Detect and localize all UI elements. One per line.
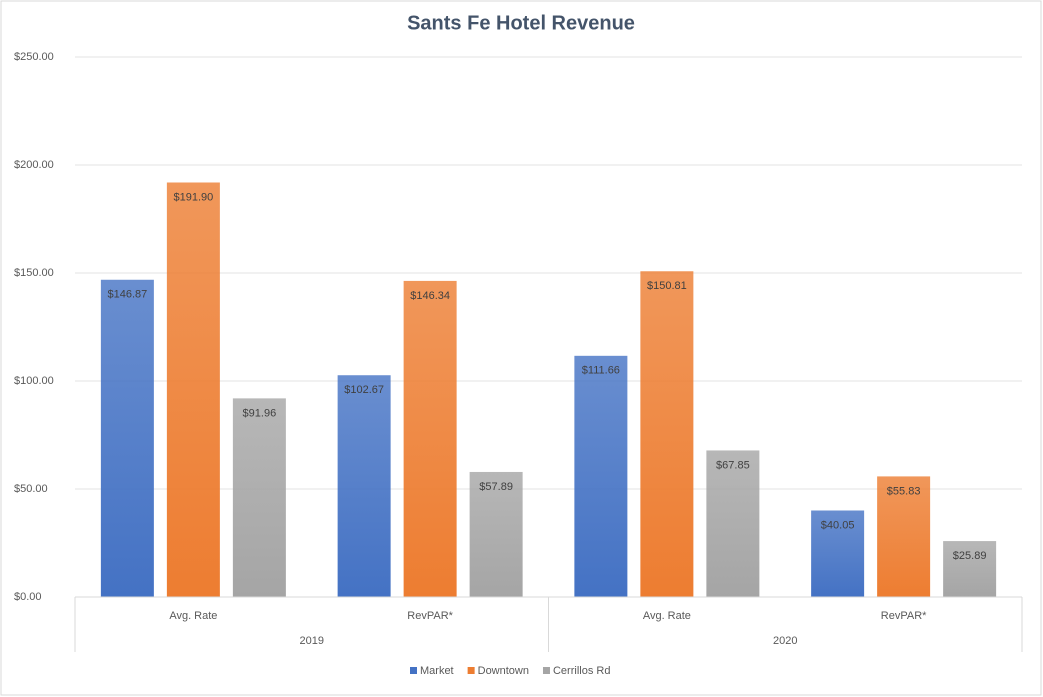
x-tick-label: Avg. Rate: [643, 610, 691, 622]
value-label: $146.87: [107, 289, 147, 301]
legend-label: Market: [420, 665, 454, 677]
x-tick-label: Avg. Rate: [169, 610, 217, 622]
x-group-label: 2020: [773, 635, 797, 647]
bar: [574, 355, 628, 597]
bar: [469, 471, 523, 597]
bar: [166, 182, 220, 597]
y-tick-label: $0.00: [14, 591, 42, 603]
x-group-label: 2019: [300, 635, 324, 647]
y-tick-label: $150.00: [14, 267, 54, 279]
y-tick-label: $100.00: [14, 375, 54, 387]
bar: [100, 279, 154, 597]
value-label: $91.96: [243, 407, 277, 419]
legend-swatch: [410, 667, 417, 674]
y-tick-label: $50.00: [14, 483, 48, 495]
value-label: $55.83: [887, 485, 921, 497]
bar: [232, 398, 286, 597]
bar: [877, 476, 931, 597]
bar: [811, 510, 865, 597]
value-label: $111.66: [582, 365, 620, 377]
legend-label: Downtown: [478, 665, 529, 677]
chart-title: Sants Fe Hotel Revenue: [407, 12, 635, 34]
legend-swatch: [542, 667, 550, 674]
value-label: $40.05: [821, 519, 855, 531]
y-tick-label: $200.00: [14, 159, 54, 171]
bar: [943, 541, 997, 597]
x-tick-label: RevPAR*: [407, 610, 453, 622]
y-tick-label: $250.00: [14, 51, 54, 63]
bar: [706, 450, 760, 597]
bar: [640, 271, 694, 597]
x-tick-label: RevPAR*: [881, 610, 927, 622]
value-label: $150.81: [647, 280, 687, 292]
bar: [337, 375, 391, 597]
value-label: $146.34: [410, 290, 450, 302]
value-label: $102.67: [344, 384, 384, 396]
legend-label: Cerrillos Rd: [553, 665, 610, 677]
value-label: $57.89: [479, 481, 513, 493]
bar: [403, 280, 457, 597]
value-label: $67.85: [716, 459, 750, 471]
value-label: $25.89: [953, 550, 987, 562]
legend-swatch: [467, 667, 475, 674]
value-label: $191.90: [173, 191, 213, 203]
